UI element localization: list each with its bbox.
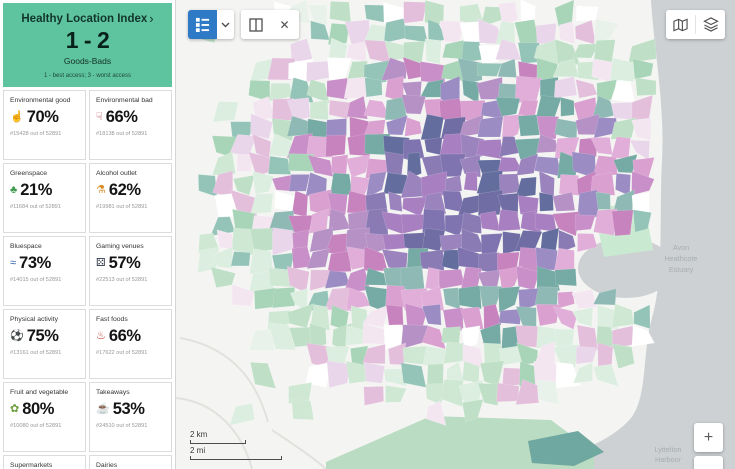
zoom-controls: + −	[694, 423, 723, 469]
zoom-out-button[interactable]: −	[694, 456, 723, 469]
stat-label: Bluespace	[10, 243, 42, 250]
chevron-down-icon	[221, 22, 230, 27]
stat-rank: #14015 out of 52891	[10, 277, 62, 283]
alcohol-bottle-icon: ⚗	[96, 184, 106, 196]
stat-card[interactable]: Gaming venues ⚄ 57% #22513 out of 52891	[89, 236, 172, 306]
estuary-label: Heathcote	[665, 254, 698, 263]
scale-bar: 2 km 2 mi	[190, 430, 282, 462]
estuary-water	[578, 238, 674, 298]
map-water	[528, 0, 735, 469]
stat-rank: #18138 out of 52891	[96, 131, 148, 137]
stat-label: Fruit and vegetable	[10, 389, 69, 396]
scale-km-rule	[190, 439, 246, 444]
layers-button[interactable]	[696, 10, 725, 39]
stat-card[interactable]: Alcohol outlet ⚗ 62% #19981 out of 52891	[89, 163, 172, 233]
stat-card[interactable]: Dairies ⌂ 73%	[89, 455, 172, 469]
close-button[interactable]: ✕	[270, 10, 299, 39]
soccer-ball-icon: ⚽	[10, 330, 24, 342]
stat-label: Gaming venues	[96, 243, 144, 250]
basemap-icon	[673, 18, 688, 31]
estuary-label: Estuary	[669, 265, 694, 274]
legend-icon	[195, 17, 210, 32]
stat-card[interactable]: Environmental bad ☟ 66% #18138 out of 52…	[89, 90, 172, 160]
stat-value: 66%	[108, 327, 141, 345]
census-area-cells	[192, 0, 657, 469]
stat-rank: #10080 out of 52891	[10, 423, 62, 429]
stat-label: Supermarkets	[10, 462, 53, 469]
stat-value: 66%	[105, 108, 138, 126]
stat-label: Environmental good	[10, 97, 71, 104]
stat-card[interactable]: Greenspace ♣ 21% #11684 out of 52891	[3, 163, 86, 233]
scale-mi-label: 2 mi	[190, 445, 206, 455]
stat-label: Environmental bad	[96, 97, 153, 104]
choropleth-map[interactable]: Avon Heathcote Estuary Lyttelton Harbour	[176, 0, 735, 469]
layers-icon	[702, 17, 719, 32]
fast-food-icon: ♨	[96, 330, 106, 342]
stat-rank: #11684 out of 52891	[10, 204, 61, 210]
stat-rank: #24510 out of 52891	[96, 423, 148, 429]
panel-widget-button[interactable]	[241, 10, 270, 39]
stat-label: Takeaways	[96, 389, 130, 396]
estuary-label: Avon	[673, 243, 689, 252]
thumbs-down-icon: ☟	[96, 111, 103, 123]
stats-grid: Environmental good ☝ 70% #15428 out of 5…	[0, 90, 175, 469]
stat-value: 62%	[108, 181, 141, 199]
stat-label: Physical activity	[10, 316, 58, 323]
tree-icon: ♣	[10, 184, 18, 196]
stat-card[interactable]: Takeaways ☕ 53% #24510 out of 52891	[89, 382, 172, 452]
stat-value: 70%	[26, 108, 59, 126]
water-wave-icon: ≈	[10, 257, 17, 269]
stat-value: 75%	[26, 327, 59, 345]
zoom-in-button[interactable]: +	[694, 423, 723, 452]
scale-km-label: 2 km	[190, 429, 208, 439]
chevron-right-icon[interactable]: ›	[149, 11, 154, 26]
toolbar-divider	[695, 15, 696, 34]
legend-dropdown-button[interactable]	[217, 10, 234, 39]
index-subtitle: Goods-Bads	[63, 56, 112, 66]
stat-value: 21%	[20, 181, 53, 199]
stat-rank: #15428 out of 52891	[10, 131, 62, 137]
stat-label: Alcohol outlet	[96, 170, 137, 177]
thumbs-up-icon: ☝	[10, 111, 24, 123]
harbour-label: Lyttelton	[655, 445, 682, 454]
split-panel-icon	[248, 17, 263, 32]
stat-card[interactable]: Bluespace ≈ 73% #14015 out of 52891	[3, 236, 86, 306]
map-place-labels: Avon Heathcote Estuary Lyttelton Harbour	[655, 243, 698, 464]
stat-card[interactable]: Fast foods ♨ 66% #17622 out of 52891	[89, 309, 172, 379]
stat-rank: #19981 out of 52891	[96, 204, 148, 210]
sidebar: Healthy Location Index › 1 - 2 Goods-Bad…	[0, 0, 176, 469]
stat-label: Greenspace	[10, 170, 48, 177]
basemap-button[interactable]	[666, 10, 695, 39]
roads	[176, 337, 327, 469]
stat-rank: #17622 out of 52891	[96, 350, 148, 356]
stat-value: 57%	[108, 254, 141, 272]
stat-label: Dairies	[96, 462, 118, 469]
stat-card[interactable]: Fruit and vegetable ✿ 80% #10080 out of …	[3, 382, 86, 452]
page-title: Healthy Location Index	[21, 12, 148, 25]
scale-mi-rule	[190, 456, 282, 460]
index-note: 1 - best access; 3 - worst access	[43, 73, 132, 79]
gaming-dice-icon: ⚄	[96, 257, 106, 269]
takeaway-cup-icon: ☕	[96, 403, 110, 415]
stat-value: 53%	[112, 400, 145, 418]
stat-value: 80%	[22, 400, 55, 418]
map-tools-right	[666, 10, 725, 39]
stat-card[interactable]: Environmental good ☝ 70% #15428 out of 5…	[3, 90, 86, 160]
stat-value: 73%	[19, 254, 51, 272]
index-summary-card: Healthy Location Index › 1 - 2 Goods-Bad…	[3, 3, 172, 87]
legend-button[interactable]	[188, 10, 217, 39]
stat-rank: #22513 out of 52891	[96, 277, 148, 283]
grapes-icon: ✿	[10, 403, 20, 415]
stat-card[interactable]: Physical activity ⚽ 75% #13161 out of 52…	[3, 309, 86, 379]
stat-label: Fast foods	[96, 316, 128, 323]
map-panel[interactable]: Avon Heathcote Estuary Lyttelton Harbour	[176, 0, 735, 469]
stat-card[interactable]: Supermarkets ▦ 52%	[3, 455, 86, 469]
map-toolbar: ✕	[188, 10, 299, 39]
harbour-label: Harbour	[655, 455, 682, 464]
index-value: 1 - 2	[65, 27, 110, 53]
stat-rank: #13161 out of 52891	[10, 350, 62, 356]
